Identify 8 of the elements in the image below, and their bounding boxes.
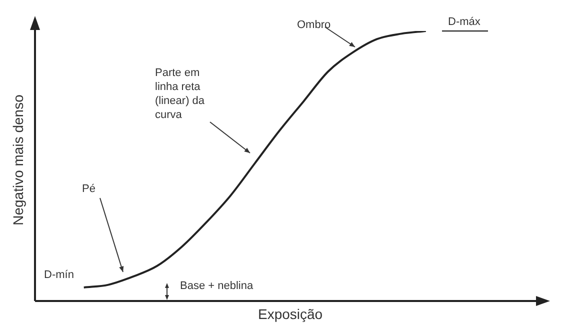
annotation: D-mín [44, 268, 74, 282]
annotation: Base + neblina [180, 279, 254, 293]
x-axis-title: Exposição [258, 306, 323, 322]
y-axis-title: Negativo mais denso [10, 94, 26, 226]
annotation: Ombro [297, 18, 331, 32]
annotation: Pé [82, 182, 96, 196]
text: D-máx [448, 15, 480, 29]
annotation: Parte em linha reta (linear) da curva [155, 66, 206, 122]
